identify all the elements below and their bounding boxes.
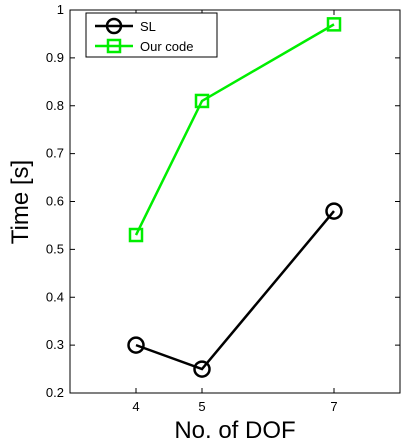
y-tick-label: 0.9 [46,50,64,65]
y-tick-label: 0.4 [46,289,64,304]
series-line-our-code [134,23,335,236]
y-tick-label: 0.6 [46,194,64,209]
y-tick-label: 0.8 [46,98,64,113]
x-axis-label: No. of DOF [174,417,295,444]
legend-label-our-code: Our code [140,39,193,54]
legend-label-sl: SL [140,19,156,34]
y-tick-label: 1 [57,2,64,17]
data-point-sl [127,336,145,354]
data-point-sl [325,202,343,220]
legend-marker-sl [105,17,123,35]
y-tick-label: 0.2 [46,385,64,400]
y-axis: 0.2 0.3 0.4 0.5 0.6 0.7 0.8 0.9 1 [46,2,400,400]
plot-area [69,9,401,394]
x-tick-label: 7 [330,399,337,414]
series-layer [127,17,343,378]
data-point-our-code [194,93,210,109]
y-tick-label: 0.5 [46,241,64,256]
y-tick-label: 0.7 [46,146,64,161]
series-line-sl [135,210,335,371]
y-tick-label: 0.3 [46,337,64,352]
data-point-our-code [128,227,144,243]
y-axis-label: Time [s] [7,160,34,244]
legend-marker-our-code [106,38,122,54]
data-point-sl [193,360,211,378]
legend: SL Our code [85,12,218,58]
x-tick-label: 4 [132,399,139,414]
x-tick-label: 5 [198,399,205,414]
data-point-our-code [326,17,342,32]
